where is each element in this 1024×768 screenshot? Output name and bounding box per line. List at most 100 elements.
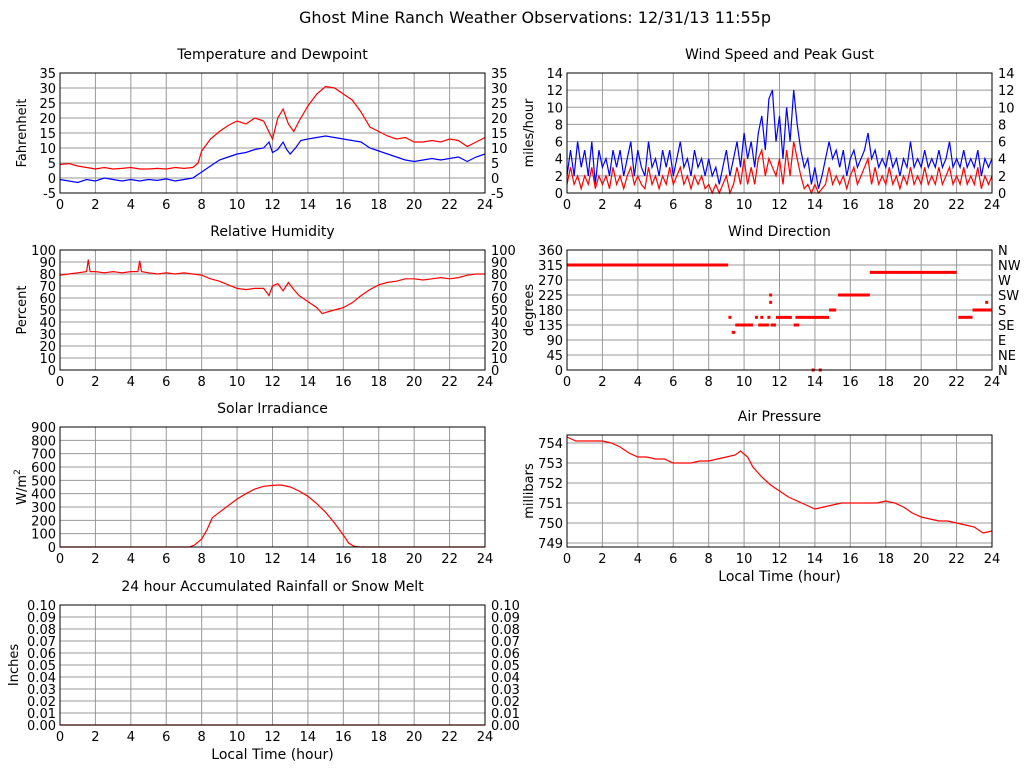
rain-xtick: 2 xyxy=(91,730,99,745)
dir-ytick-right: SW xyxy=(998,289,1019,304)
solar-ytick: 500 xyxy=(31,474,56,489)
rh-plot-frame xyxy=(59,249,486,371)
pressure-xtick: 0 xyxy=(563,552,571,567)
dir-ytick-right: NE xyxy=(998,349,1016,364)
rh-xtick: 12 xyxy=(264,375,281,390)
temp-ytick: 10 xyxy=(39,142,56,157)
dir-xtick: 12 xyxy=(771,375,788,390)
wind-ytick-right: 2 xyxy=(998,170,1006,185)
rh-ytick-right: 20 xyxy=(491,340,508,355)
rain-ytick: 0.00 xyxy=(27,719,56,734)
solar-ytick: 400 xyxy=(31,488,56,503)
temp-xtick: 4 xyxy=(127,198,135,213)
rain-ytick-right: 0.00 xyxy=(491,719,520,734)
rain-xlabel: Local Time (hour) xyxy=(211,747,333,763)
wind-ytick-right: 12 xyxy=(998,84,1015,99)
wind-ytick-right: 10 xyxy=(998,101,1015,116)
rh-xtick: 8 xyxy=(198,375,206,390)
rh-ytick: 40 xyxy=(39,316,56,331)
dir-ytick-right: N xyxy=(998,244,1008,259)
rh-xtick: 18 xyxy=(370,375,387,390)
solar-xtick: 12 xyxy=(264,552,281,567)
wind-ytick: 6 xyxy=(555,136,563,151)
rain-xtick: 16 xyxy=(335,730,352,745)
solar-xtick: 20 xyxy=(406,552,423,567)
pressure-xtick: 14 xyxy=(807,552,824,567)
rain-xtick: 12 xyxy=(264,730,281,745)
rh-ytick: 80 xyxy=(39,268,56,283)
temp-ytick: 15 xyxy=(39,127,56,142)
temp-xtick: 16 xyxy=(335,198,352,213)
pressure-title: Air Pressure xyxy=(738,409,821,425)
temp-ytick: 30 xyxy=(39,82,56,97)
rain-ytick: 0.02 xyxy=(27,695,56,710)
rh-ytick: 10 xyxy=(39,352,56,367)
wind-xtick: 2 xyxy=(598,198,606,213)
rh-xtick: 14 xyxy=(300,375,317,390)
wind-ytick: 10 xyxy=(546,101,563,116)
rh-ytick-right: 10 xyxy=(491,352,508,367)
wind-xtick: 18 xyxy=(877,198,894,213)
wind-ytick-right: 0 xyxy=(998,187,1006,202)
temp-ytick-right: 15 xyxy=(491,127,508,142)
dir-plot-frame xyxy=(566,249,993,371)
pressure-xtick: 8 xyxy=(705,552,713,567)
temp-xtick: 20 xyxy=(406,198,423,213)
solar-ytick: 700 xyxy=(31,448,56,463)
rh-ytick-right: 0 xyxy=(491,364,499,379)
wind-direction-point xyxy=(769,300,773,304)
wind-xtick: 0 xyxy=(563,198,571,213)
rh-ytick: 30 xyxy=(39,328,56,343)
rain-xtick: 14 xyxy=(300,730,317,745)
temp-series-1 xyxy=(59,135,486,184)
wind-direction-point xyxy=(769,293,773,297)
solar-title: Solar Irradiance xyxy=(217,401,328,417)
rain-ytick: 0.01 xyxy=(27,707,56,722)
rain-ytick-right: 0.01 xyxy=(491,707,520,722)
wind-xtick: 22 xyxy=(948,198,965,213)
temp-ytick: 5 xyxy=(48,157,56,172)
wind-direction-point xyxy=(760,315,764,319)
rh-xtick: 2 xyxy=(91,375,99,390)
rh-ytick: 90 xyxy=(39,256,56,271)
rain-plot-frame xyxy=(59,604,486,726)
solar-ytick: 900 xyxy=(31,421,56,436)
wind-ytick-right: 6 xyxy=(998,136,1006,151)
temp-xtick: 10 xyxy=(229,198,246,213)
solar-ytick: 800 xyxy=(31,434,56,449)
dir-ytick: 0 xyxy=(555,364,563,379)
solar-xtick: 18 xyxy=(370,552,387,567)
dir-ytick-right: S xyxy=(998,304,1006,319)
rain-ytick: 0.08 xyxy=(27,623,56,638)
rain-ytick-right: 0.07 xyxy=(491,635,520,650)
wind-title: Wind Speed and Peak Gust xyxy=(685,47,874,63)
rain-xtick: 18 xyxy=(370,730,387,745)
rain-ytick-right: 0.08 xyxy=(491,623,520,638)
dir-xtick: 6 xyxy=(669,375,677,390)
solar-xtick: 22 xyxy=(441,552,458,567)
rain-xtick: 0 xyxy=(56,730,64,745)
rain-ytick-right: 0.10 xyxy=(491,599,520,614)
wind-direction-point xyxy=(754,315,758,319)
temp-xtick: 2 xyxy=(91,198,99,213)
temp-ytick: 0 xyxy=(48,172,56,187)
rain-xtick: 8 xyxy=(198,730,206,745)
rh-xtick: 20 xyxy=(406,375,423,390)
solar-plot-frame xyxy=(59,426,486,548)
rain-xtick: 24 xyxy=(477,730,494,745)
wind-xtick: 24 xyxy=(984,198,1001,213)
pressure-ylabel: millibars xyxy=(522,463,537,519)
wind-direction-point xyxy=(728,315,732,319)
wind-xtick: 10 xyxy=(736,198,753,213)
rain-xtick: 10 xyxy=(229,730,246,745)
wind-ytick: 12 xyxy=(546,84,563,99)
pressure-xtick: 16 xyxy=(842,552,859,567)
wind-xtick: 16 xyxy=(842,198,859,213)
pressure-ytick: 751 xyxy=(538,497,563,512)
wind-ytick-right: 14 xyxy=(998,67,1015,82)
temp-ytick-right: 20 xyxy=(491,112,508,127)
